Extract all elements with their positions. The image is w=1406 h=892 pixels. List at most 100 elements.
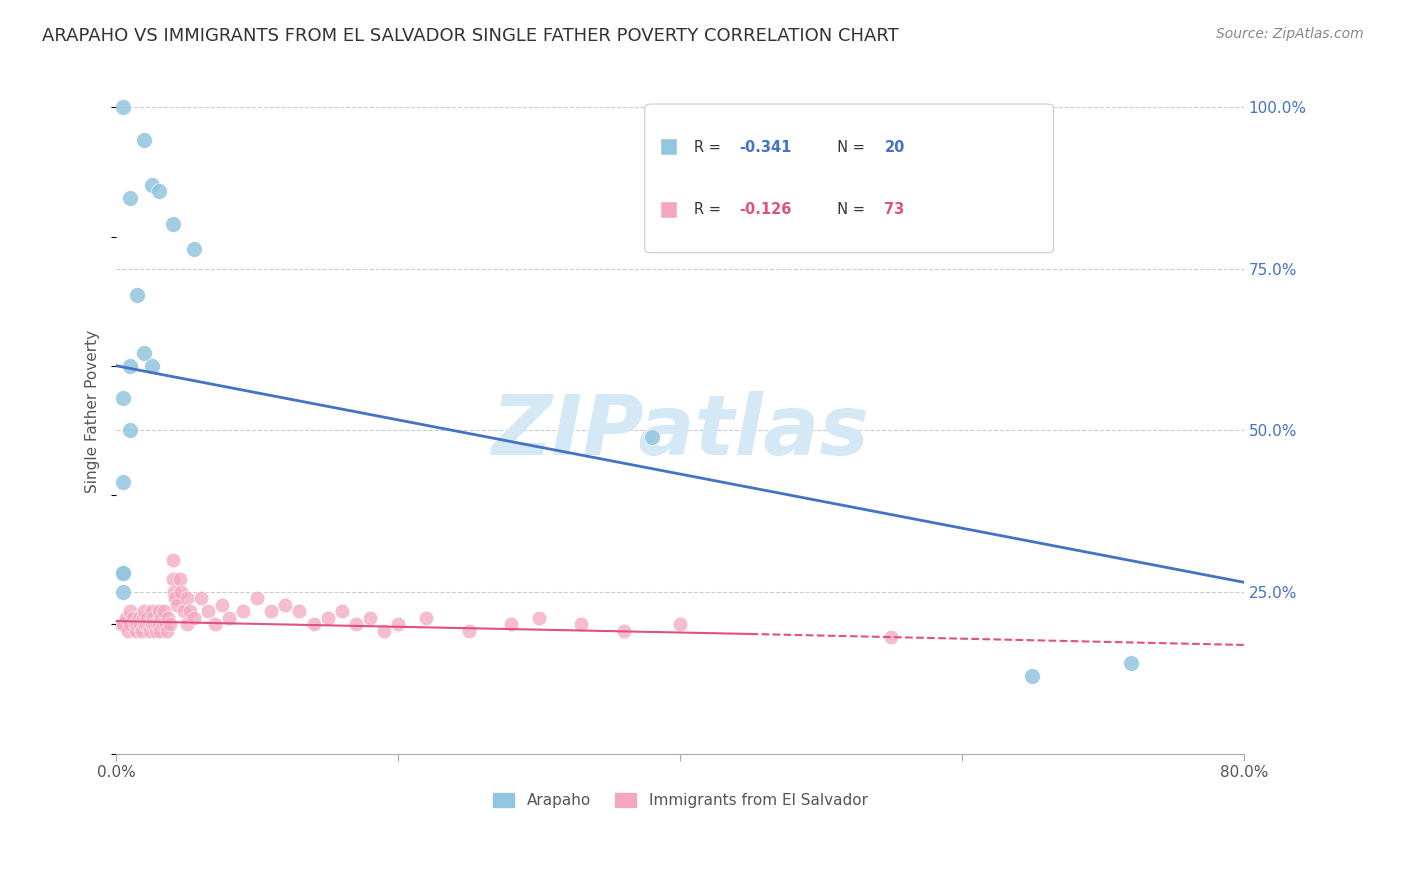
Point [246,591,269,606]
Point [142,611,165,625]
Point [176,591,198,606]
Point [162,572,184,586]
Point [204,617,226,632]
Point [302,617,325,632]
Text: 73: 73 [884,202,904,217]
Text: R =: R = [695,202,725,217]
Point [359,611,381,625]
Point [260,604,283,618]
Point [112,566,135,580]
Point [120,191,142,205]
Point [110,617,132,632]
Point [141,617,163,632]
Point [1021,669,1043,683]
Point [176,617,198,632]
FancyBboxPatch shape [645,104,1053,252]
Text: ARAPAHO VS IMMIGRANTS FROM EL SALVADOR SINGLE FATHER POVERTY CORRELATION CHART: ARAPAHO VS IMMIGRANTS FROM EL SALVADOR S… [42,27,898,45]
Point [183,611,205,625]
Point [141,604,163,618]
Point [124,617,146,632]
Point [112,585,135,599]
Text: ZIPatlas: ZIPatlas [491,391,869,472]
Text: N =: N = [828,140,869,154]
Point [218,611,240,625]
Point [136,611,159,625]
Text: Source: ZipAtlas.com: Source: ZipAtlas.com [1216,27,1364,41]
Point [179,604,201,618]
Point [499,617,522,632]
Point [153,604,176,618]
Point [115,611,138,625]
Point [143,617,166,632]
Text: -0.341: -0.341 [740,140,792,154]
Point [135,617,157,632]
Point [658,140,681,154]
Point [330,604,353,618]
Point [155,617,177,632]
Text: -0.126: -0.126 [740,202,792,217]
Point [162,552,184,566]
Point [387,617,409,632]
Point [148,617,170,632]
Point [274,598,297,612]
Point [112,617,135,632]
Point [125,624,148,638]
Point [128,611,150,625]
Text: R =: R = [695,140,725,154]
Point [373,624,395,638]
Point [120,424,142,438]
Point [129,617,152,632]
Point [159,617,181,632]
Text: 20: 20 [884,140,905,154]
Point [122,611,145,625]
Point [162,217,184,231]
Point [145,624,167,638]
Point [120,359,142,373]
Point [288,604,311,618]
Point [658,202,681,217]
Point [117,624,139,638]
Point [127,617,149,632]
Point [170,585,193,599]
Point [134,133,156,147]
Point [112,391,135,405]
Point [146,617,169,632]
Point [613,624,636,638]
Y-axis label: Single Father Poverty: Single Father Poverty [86,329,100,492]
Point [415,611,437,625]
Point [127,287,149,301]
Point [316,611,339,625]
Point [165,591,187,606]
Legend: Arapaho, Immigrants from El Salvador: Arapaho, Immigrants from El Salvador [485,786,875,814]
Point [169,572,191,586]
Point [173,604,195,618]
Point [120,604,142,618]
Point [139,624,162,638]
Point [669,617,692,632]
Point [152,617,174,632]
Point [163,585,186,599]
Point [157,611,180,625]
Point [527,611,550,625]
Point [1119,656,1142,670]
Point [880,630,903,644]
Point [148,184,170,198]
Point [190,591,212,606]
Point [134,617,156,632]
Point [641,430,664,444]
Point [457,624,479,638]
Point [166,598,188,612]
Point [197,604,219,618]
Point [211,598,233,612]
Point [132,611,155,625]
Point [149,624,172,638]
Point [131,624,153,638]
Point [141,359,163,373]
Point [148,604,170,618]
Point [134,604,156,618]
Point [344,617,367,632]
Point [112,475,135,489]
Point [120,617,142,632]
Point [141,178,163,192]
Point [112,566,135,580]
